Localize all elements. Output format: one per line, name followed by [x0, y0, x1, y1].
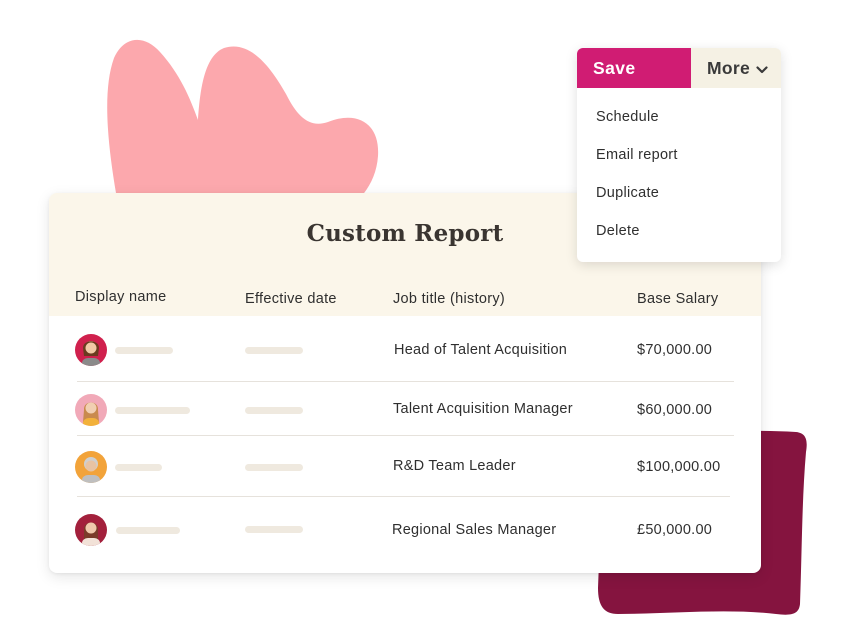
- display-name-placeholder: [115, 347, 173, 354]
- job-title-cell: Head of Talent Acquisition: [394, 342, 568, 358]
- column-header-base-salary[interactable]: Base Salary: [637, 291, 719, 307]
- table-row[interactable]: Regional Sales Manager £50,000.00: [49, 496, 761, 556]
- more-button[interactable]: More: [691, 48, 781, 88]
- column-header-effective-date[interactable]: Effective date: [245, 291, 337, 307]
- display-name-placeholder: [116, 527, 180, 534]
- base-salary-cell: £50,000.00: [637, 522, 713, 538]
- actions-menu: Save More Schedule Email report Duplicat…: [577, 48, 781, 262]
- base-salary-cell: $60,000.00: [637, 402, 713, 418]
- menu-item-delete[interactable]: Delete: [596, 223, 640, 239]
- row-divider: [77, 496, 730, 497]
- avatar: [75, 451, 107, 483]
- decorative-pink-blob: [107, 39, 379, 226]
- job-title-cell: R&D Team Leader: [393, 458, 516, 474]
- column-header-display-name[interactable]: Display name: [75, 289, 167, 305]
- effective-date-placeholder: [245, 526, 303, 533]
- menu-item-email-report[interactable]: Email report: [596, 147, 678, 163]
- display-name-placeholder: [115, 464, 162, 471]
- base-salary-cell: $70,000.00: [637, 342, 713, 358]
- avatar: [75, 394, 107, 426]
- menu-item-duplicate[interactable]: Duplicate: [596, 185, 660, 201]
- more-label: More: [707, 57, 751, 78]
- report-title: Custom Report: [306, 220, 504, 247]
- effective-date-placeholder: [245, 407, 303, 414]
- table-row[interactable]: Head of Talent Acquisition $70,000.00: [49, 320, 761, 380]
- save-button[interactable]: Save: [577, 48, 691, 88]
- menu-item-schedule[interactable]: Schedule: [596, 109, 659, 125]
- effective-date-placeholder: [245, 464, 303, 471]
- base-salary-cell: $100,000.00: [637, 459, 721, 475]
- job-title-cell: Regional Sales Manager: [392, 522, 557, 538]
- avatar: [75, 514, 107, 546]
- display-name-placeholder: [115, 407, 190, 414]
- row-divider: [77, 381, 734, 382]
- row-divider: [77, 435, 734, 436]
- avatar: [75, 334, 107, 366]
- job-title-cell: Talent Acquisition Manager: [393, 401, 573, 417]
- effective-date-placeholder: [245, 347, 303, 354]
- chevron-down-icon: [756, 58, 768, 79]
- column-header-job-title[interactable]: Job title (history): [393, 291, 506, 307]
- table-row[interactable]: R&D Team Leader $100,000.00: [49, 435, 761, 495]
- table-row[interactable]: Talent Acquisition Manager $60,000.00: [49, 381, 761, 441]
